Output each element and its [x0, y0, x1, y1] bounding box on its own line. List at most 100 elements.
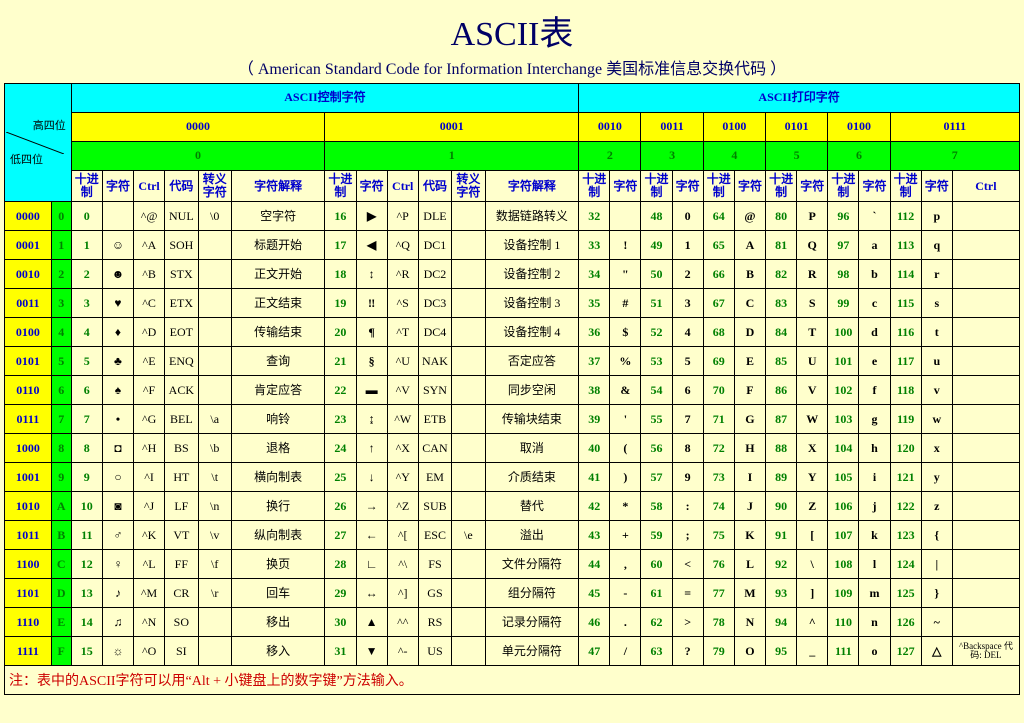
escape	[198, 637, 231, 666]
highbits-2: 0010	[579, 113, 641, 142]
dec: 93	[766, 579, 797, 608]
code: ESC	[418, 521, 451, 550]
lowidx: F	[51, 637, 71, 666]
glyph: +	[610, 521, 641, 550]
col-dec-5: 十进制	[766, 171, 797, 202]
dec: 102	[828, 376, 859, 405]
highbits-5: 0101	[766, 113, 828, 142]
dec: 72	[703, 434, 734, 463]
dec: 42	[579, 492, 610, 521]
code: SUB	[418, 492, 451, 521]
col-dec-4: 十进制	[703, 171, 734, 202]
col-char-5: 字符	[797, 171, 828, 202]
desc: 单元分隔符	[485, 637, 579, 666]
dec: 64	[703, 202, 734, 231]
glyph: •	[102, 405, 133, 434]
dec: 59	[641, 521, 672, 550]
lowbits: 1111	[5, 637, 52, 666]
page-subtitle: （ American Standard Code for Information…	[4, 55, 1020, 79]
dec: 116	[890, 318, 921, 347]
code: DLE	[418, 202, 451, 231]
table-row: 1010A10◙^JLF\n换行26→^ZSUB替代42*58:74J90Z10…	[5, 492, 1020, 521]
glyph: ]	[797, 579, 828, 608]
dec: 82	[766, 260, 797, 289]
dec: 98	[828, 260, 859, 289]
glyph: @	[734, 202, 765, 231]
glyph: ▲	[356, 608, 387, 637]
lowidx: 7	[51, 405, 71, 434]
desc: 换行	[231, 492, 324, 521]
dec: 38	[579, 376, 610, 405]
col-char-3: 字符	[672, 171, 703, 202]
dec: 80	[766, 202, 797, 231]
dec: 29	[325, 579, 356, 608]
code: LF	[165, 492, 198, 521]
desc: 退格	[231, 434, 324, 463]
desc: 数据链路转义	[485, 202, 579, 231]
code: VT	[165, 521, 198, 550]
glyph: ☻	[102, 260, 133, 289]
dec: 23	[325, 405, 356, 434]
desc: 文件分隔符	[485, 550, 579, 579]
escape	[198, 260, 231, 289]
glyph: >	[672, 608, 703, 637]
ctrl-key: ^I	[134, 463, 165, 492]
code: SYN	[418, 376, 451, 405]
dec: 16	[325, 202, 356, 231]
highidx-3: 3	[641, 142, 703, 171]
dec: 91	[766, 521, 797, 550]
highidx-4: 4	[703, 142, 765, 171]
dec: 52	[641, 318, 672, 347]
lowidx: B	[51, 521, 71, 550]
glyph: D	[734, 318, 765, 347]
ctrl-key: ^W	[387, 405, 418, 434]
page-title: ASCII表	[4, 6, 1020, 55]
dec: 107	[828, 521, 859, 550]
dec: 87	[766, 405, 797, 434]
col-dec-3: 十进制	[641, 171, 672, 202]
code: CR	[165, 579, 198, 608]
dec: 112	[890, 202, 921, 231]
glyph: I	[734, 463, 765, 492]
escape	[452, 405, 485, 434]
glyph: 7	[672, 405, 703, 434]
table-row: 011066♠^FACK肯定应答22▬^VSYN同步空闲38&54670F86V…	[5, 376, 1020, 405]
desc: 正文开始	[231, 260, 324, 289]
glyph: →	[356, 492, 387, 521]
glyph: -	[610, 579, 641, 608]
glyph: O	[734, 637, 765, 666]
dec: 13	[71, 579, 102, 608]
dec: 90	[766, 492, 797, 521]
glyph: §	[356, 347, 387, 376]
glyph: ○	[102, 463, 133, 492]
dec: 105	[828, 463, 859, 492]
glyph: $	[610, 318, 641, 347]
dec: 69	[703, 347, 734, 376]
code: FF	[165, 550, 198, 579]
dec: 22	[325, 376, 356, 405]
dec: 119	[890, 405, 921, 434]
ctrl-key: ^S	[387, 289, 418, 318]
ctrl7	[952, 231, 1019, 260]
lowidx: E	[51, 608, 71, 637]
glyph: w	[921, 405, 952, 434]
glyph: z	[921, 492, 952, 521]
glyph: L	[734, 550, 765, 579]
dec: 78	[703, 608, 734, 637]
code: STX	[165, 260, 198, 289]
highbits-3: 0011	[641, 113, 703, 142]
dec: 1	[71, 231, 102, 260]
dec: 122	[890, 492, 921, 521]
glyph: {	[921, 521, 952, 550]
code: SI	[165, 637, 198, 666]
highbits-4: 0100	[703, 113, 765, 142]
dec: 61	[641, 579, 672, 608]
dec: 28	[325, 550, 356, 579]
ctrl7	[952, 579, 1019, 608]
dec: 120	[890, 434, 921, 463]
escape: \a	[198, 405, 231, 434]
dec: 106	[828, 492, 859, 521]
table-row: 000111☺^ASOH标题开始17◀^QDC1设备控制 133!49165A8…	[5, 231, 1020, 260]
dec: 81	[766, 231, 797, 260]
lowbits: 1011	[5, 521, 52, 550]
